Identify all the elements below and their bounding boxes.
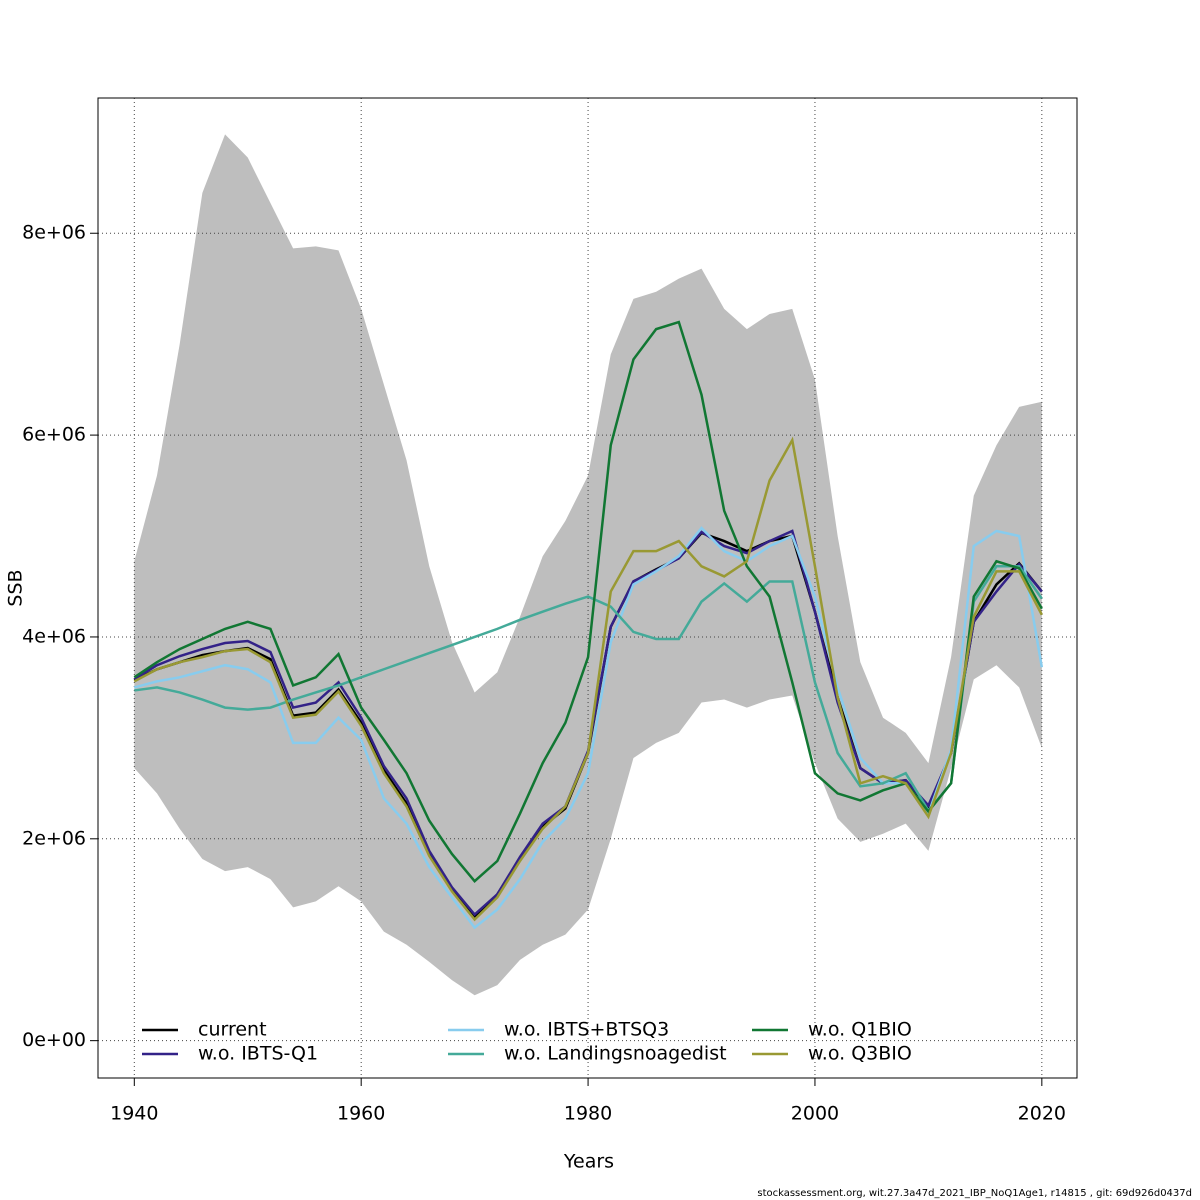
legend-label: w.o. Landingsnoagedist: [504, 1043, 727, 1065]
legend-label: w.o. Q3BIO: [808, 1043, 912, 1065]
legend-label: w.o. IBTS+BTSQ3: [504, 1019, 669, 1041]
series-line: [133, 320, 1043, 883]
x-tick-label: 1940: [110, 1103, 158, 1125]
y-tick-label: 6e+06: [22, 424, 86, 446]
legend-label: current: [198, 1019, 267, 1041]
y-tick-label: 4e+06: [22, 625, 86, 647]
confidence-band: [134, 134, 1042, 996]
plot-frame: [97, 97, 1078, 1079]
x-tick-label: 2020: [1018, 1103, 1066, 1125]
legend-label: w.o. Q1BIO: [808, 1019, 912, 1041]
x-tick-label: 1980: [564, 1103, 612, 1125]
y-tick-label: 0e+00: [22, 1029, 86, 1051]
x-axis-label: Years: [563, 1151, 614, 1173]
footer: stockassessment.org, wit.27.3a47d_2021_I…: [757, 1188, 1192, 1199]
x-tick-label: 1960: [337, 1103, 385, 1125]
y-tick-label: 8e+06: [22, 222, 86, 244]
y-axis-label: SSB: [5, 569, 27, 606]
y-tick-label: 2e+06: [22, 827, 86, 849]
legend-label: w.o. IBTS-Q1: [198, 1043, 318, 1065]
series-line: [133, 436, 1043, 922]
x-tick-label: 2000: [791, 1103, 839, 1125]
series-line: [133, 526, 1044, 930]
